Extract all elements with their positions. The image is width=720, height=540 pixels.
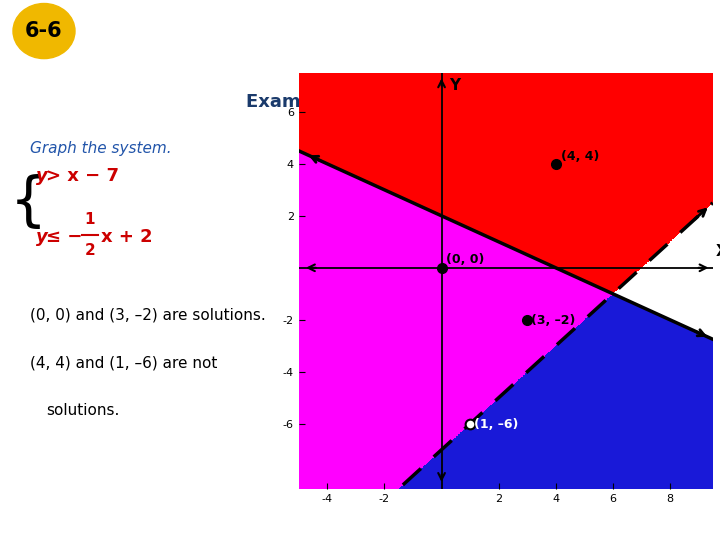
Text: x + 2: x + 2 <box>101 228 153 246</box>
Text: solutions.: solutions. <box>46 403 120 418</box>
Ellipse shape <box>13 3 75 59</box>
Text: X: X <box>716 244 720 259</box>
Text: (3, –2): (3, –2) <box>531 314 576 327</box>
Text: Y: Y <box>449 78 460 93</box>
Text: Example 2C Continued: Example 2C Continued <box>246 93 474 111</box>
Text: 1: 1 <box>85 212 95 227</box>
Text: (1, –6): (1, –6) <box>474 417 519 430</box>
Text: Copyright © by Holt, Rinehart and Winston. All Rights Reserved.: Copyright © by Holt, Rinehart and Winsto… <box>250 515 542 524</box>
Text: y: y <box>36 167 48 185</box>
Text: (0, 0) and (3, –2) are solutions.: (0, 0) and (3, –2) are solutions. <box>30 307 266 322</box>
Text: > x − 7: > x − 7 <box>46 167 119 185</box>
Text: (4, 4): (4, 4) <box>562 150 600 163</box>
Text: Solving Systems of Linear Inequalities: Solving Systems of Linear Inequalities <box>90 21 541 41</box>
Text: Holt Algebra 1: Holt Algebra 1 <box>22 513 122 526</box>
Text: ≤ −: ≤ − <box>46 228 83 246</box>
Text: Graph the system.: Graph the system. <box>30 141 171 156</box>
Text: y: y <box>36 228 48 246</box>
Text: 2: 2 <box>85 242 95 258</box>
Text: (4, 4) and (1, –6) are not: (4, 4) and (1, –6) are not <box>30 355 217 370</box>
Text: 6-6: 6-6 <box>25 21 63 41</box>
Text: {: { <box>9 173 47 231</box>
Text: (0, 0): (0, 0) <box>446 253 485 266</box>
